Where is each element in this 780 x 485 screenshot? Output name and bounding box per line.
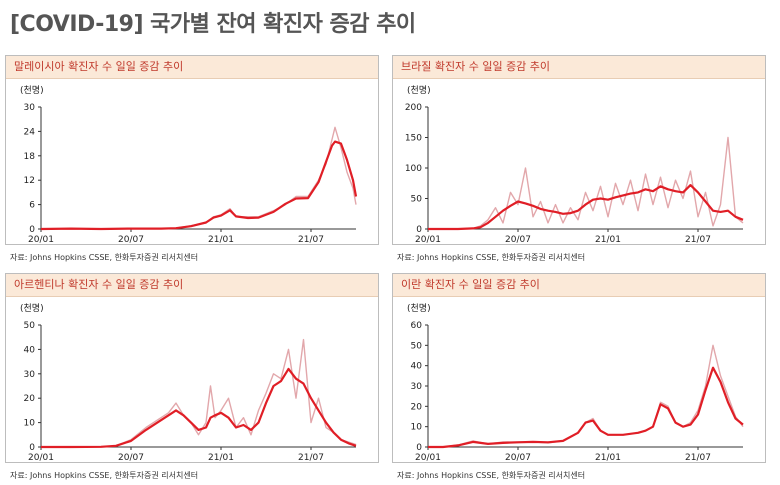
x-tick-label: 20/01 xyxy=(28,235,54,244)
page-title: [COVID-19] 국가별 잔여 확진자 증감 추이 xyxy=(10,12,416,37)
y-tick-label: 12 xyxy=(24,176,35,186)
x-tick-label: 21/01 xyxy=(208,235,234,244)
series-line-average xyxy=(40,140,358,231)
panel-title: 말레이시아 확진자 수 일일 증감 추이 xyxy=(6,56,378,79)
y-unit-label: (천명) xyxy=(20,303,44,314)
y-tick-label: 10 xyxy=(24,419,36,429)
y-tick-label: 30 xyxy=(24,370,36,380)
y-tick-label: 6 xyxy=(29,201,35,211)
x-tick-label: 21/07 xyxy=(298,235,324,244)
x-tick-label: 21/07 xyxy=(685,453,711,462)
chart-argentina: (천명) 0 10 20 30 40 50 20/01 20/07 21/01 21/07 xyxy=(20,303,357,462)
y-tick-label: 40 xyxy=(24,345,36,355)
chart-panel-iran: 이란 확진자 수 일일 증감 추이 (천명) 0 10 20 30 40 50 60 20/01… xyxy=(392,273,766,463)
y-tick-label: 24 xyxy=(24,127,36,137)
x-tick-label: 20/07 xyxy=(118,453,144,462)
y-tick-label: 200 xyxy=(405,103,422,113)
x-tick-label: 20/01 xyxy=(415,235,441,244)
x-tick-label: 20/07 xyxy=(505,235,531,244)
y-unit-label: (천명) xyxy=(407,85,431,96)
y-tick-label: 0 xyxy=(416,443,422,453)
y-tick-label: 40 xyxy=(411,362,423,372)
source-note: 자료: Johns Hopkins CSSE, 한화투자증권 리서치센터 xyxy=(10,253,199,262)
chart-panel-brazil: 브라질 확진자 수 일일 증감 추이 (천명) 0 50 100 150 200 20/01… xyxy=(392,55,766,245)
chart-malaysia: (천명) 0 6 12 18 24 30 20/01 20/07 21/01 21/07 xyxy=(20,85,358,244)
series-line-average xyxy=(428,183,744,231)
chart-brazil: (천명) 0 50 100 150 200 20/01 20/07 21/01 21/07 xyxy=(405,85,744,244)
source-note: 자료: Johns Hopkins CSSE, 한화투자증권 리서치센터 xyxy=(397,471,586,480)
x-tick-label: 21/01 xyxy=(595,235,621,244)
x-tick-label: 21/01 xyxy=(595,453,621,462)
y-unit-label: (천명) xyxy=(407,303,431,314)
y-tick-label: 30 xyxy=(24,103,36,113)
x-tick-label: 21/01 xyxy=(208,453,234,462)
x-tick-label: 20/01 xyxy=(28,453,54,462)
y-tick-label: 20 xyxy=(411,402,423,412)
y-tick-label: 30 xyxy=(411,382,423,392)
source-note: 자료: Johns Hopkins CSSE, 한화투자증권 리서치센터 xyxy=(10,471,199,480)
x-tick-label: 20/07 xyxy=(505,453,531,462)
y-tick-label: 50 xyxy=(411,195,423,205)
y-tick-label: 18 xyxy=(24,152,36,162)
x-tick-label: 21/07 xyxy=(298,453,324,462)
panel-title: 브라질 확진자 수 일일 증감 추이 xyxy=(393,56,765,79)
x-tick-label: 21/07 xyxy=(685,235,711,244)
source-note: 자료: Johns Hopkins CSSE, 한화투자증권 리서치센터 xyxy=(397,253,586,262)
panel-title: 이란 확진자 수 일일 증감 추이 xyxy=(393,274,765,297)
y-tick-label: 50 xyxy=(24,321,36,331)
series-line-daily xyxy=(40,126,357,230)
y-tick-label: 150 xyxy=(405,134,422,144)
series-line-average xyxy=(41,367,357,449)
x-tick-label: 20/01 xyxy=(415,453,441,462)
series-line-daily xyxy=(41,338,357,448)
y-tick-label: 20 xyxy=(24,394,36,404)
y-tick-label: 0 xyxy=(29,225,35,235)
chart-panel-argentina: 아르헨티나 확진자 수 일일 증감 추이 (천명) 0 10 20 30 40 50 20/0… xyxy=(5,273,379,463)
y-tick-label: 60 xyxy=(411,321,423,331)
series-line-daily xyxy=(428,136,744,230)
y-tick-label: 10 xyxy=(411,423,423,433)
y-tick-label: 0 xyxy=(416,225,422,235)
y-unit-label: (천명) xyxy=(20,85,44,96)
chart-iran: (천명) 0 10 20 30 40 50 60 20/01 20/07 21/01 21/07 xyxy=(407,303,744,462)
x-tick-label: 20/07 xyxy=(118,235,144,244)
chart-panel-malaysia: 말레이시아 확진자 수 일일 증감 추이 (천명) 0 6 12 18 24 30 20/01… xyxy=(5,55,379,245)
panel-title: 아르헨티나 확진자 수 일일 증감 추이 xyxy=(6,274,378,297)
series-line-average xyxy=(428,366,744,449)
y-tick-label: 0 xyxy=(29,443,35,453)
y-tick-label: 50 xyxy=(411,341,423,351)
series-line-daily xyxy=(428,344,744,448)
y-tick-label: 100 xyxy=(405,164,422,174)
